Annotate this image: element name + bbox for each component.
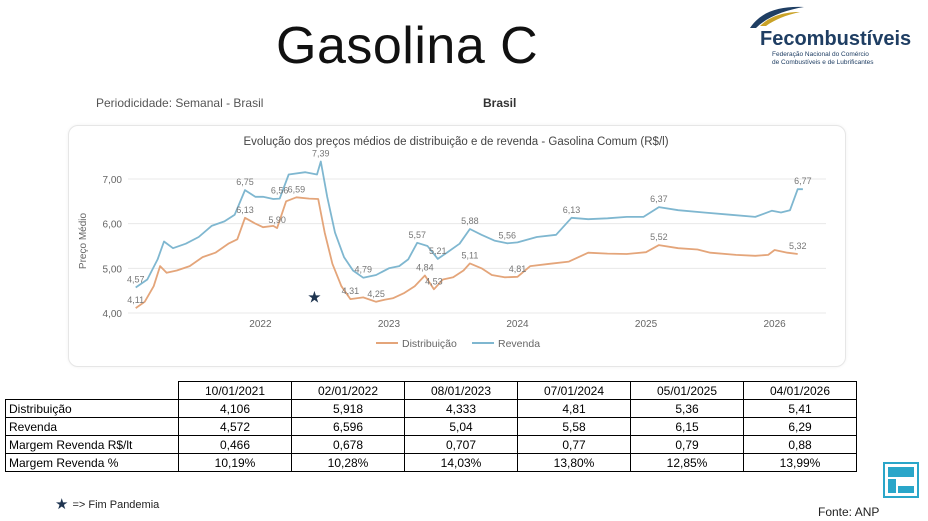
table-row: Revenda 4,572 6,596 5,04 5,58 6,15 6,29 [5,417,857,436]
star-icon: ★ [55,496,69,513]
data-label: 4,84 [416,262,434,272]
data-label: 6,13 [236,205,254,215]
row-label: Margem Revenda % [5,453,179,472]
data-label: 4,57 [127,275,145,285]
data-label: 5,88 [461,216,479,226]
page-title: Gasolina C [276,17,539,75]
source-label: Fonte: ANP [818,505,880,519]
series-line-distribuicao [135,196,798,309]
data-label: 6,77 [794,176,812,186]
table-row: Distribuição 4,106 5,918 4,333 4,81 5,36… [5,399,857,418]
data-label: 6,56 [271,186,289,196]
table-cell: 4,81 [517,399,631,418]
y-tick-label: 5,00 [103,264,123,275]
table-cell: 13,80% [517,453,631,472]
table-cell: 0,466 [178,435,292,454]
legend-label: Distribuição [402,338,457,350]
data-label: 7,39 [312,149,330,159]
corner-logo-icon [883,462,919,498]
data-label: 6,13 [563,205,581,215]
row-label: Margem Revenda R$/lt [5,435,179,454]
region-label: Brasil [483,96,517,110]
table-cell: 0,77 [517,435,631,454]
price-chart: Evolução dos preços médios de distribuiç… [78,136,826,350]
table-cell: 12,85% [630,453,744,472]
table-cell: 4,106 [178,399,292,418]
footnote-text: => Fim Pandemia [72,499,160,511]
data-label: 5,11 [462,250,479,260]
table-row: Margem Revenda % 10,19% 10,28% 14,03% 13… [5,453,857,472]
data-label: 5,21 [429,246,447,256]
data-label: 4,11 [127,295,144,305]
table-cell: 14,03% [404,453,518,472]
table-col-header: 05/01/2025 [630,381,744,400]
data-label: 4,31 [342,286,360,296]
logo-wordmark: Fecombustíveis [760,28,912,50]
y-tick-label: 4,00 [103,309,123,320]
table-cell: 13,99% [743,453,857,472]
table-col-header: 07/01/2024 [517,381,631,400]
table-cell: 6,29 [743,417,857,436]
data-label: 5,32 [789,241,807,251]
fecombustiveis-logo: Fecombustíveis Federação Nacional do Com… [742,4,924,68]
data-label: 4,79 [354,265,372,275]
x-tick-label: 2022 [249,319,272,330]
legend-label: Revenda [498,338,540,350]
table-cell: 5,36 [630,399,744,418]
table-cell: 4,333 [404,399,518,418]
logo-swoosh-icon [750,6,804,28]
star-marker-icon: ★ [307,287,321,306]
table-cell: 6,596 [291,417,405,436]
table-col-header: 08/01/2023 [404,381,518,400]
periodicity-label: Periodicidade: Semanal - Brasil [96,96,264,110]
footnote: ★ => Fim Pandemia [55,495,159,513]
logo-subtitle-line1: Federação Nacional do Comércio [772,51,869,58]
table-cell: 5,918 [291,399,405,418]
table-cell: 5,04 [404,417,518,436]
data-label: 5,90 [268,215,286,225]
data-label: 6,75 [236,177,254,187]
data-label: 5,52 [650,232,668,242]
table-col-header: 04/01/2026 [743,381,857,400]
table-cell: 10,19% [178,453,292,472]
data-label: 4,25 [367,289,385,299]
x-tick-label: 2023 [378,319,401,330]
table-cell: 0,79 [630,435,744,454]
table-cell: 5,58 [517,417,631,436]
data-label: 6,37 [650,194,668,204]
table-col-header: 10/01/2021 [178,381,292,400]
table-cell: 0,707 [404,435,518,454]
chart-title: Evolução dos preços médios de distribuiç… [243,136,668,148]
table-cell: 6,15 [630,417,744,436]
data-label: 4,53 [425,276,443,286]
table-cell: 4,572 [178,417,292,436]
data-label: 5,56 [498,230,516,240]
x-tick-label: 2026 [763,319,786,330]
series-line-revenda [135,160,803,289]
table-header-row: 10/01/2021 02/01/2022 08/01/2023 07/01/2… [5,381,857,400]
price-table: 10/01/2021 02/01/2022 08/01/2023 07/01/2… [5,381,857,472]
x-tick-label: 2024 [506,319,529,330]
table-cell: 10,28% [291,453,405,472]
x-tick-label: 2025 [635,319,658,330]
y-tick-label: 7,00 [103,175,123,186]
row-label: Distribuição [5,399,179,418]
data-label: 6,59 [288,184,306,194]
table-cell: 0,678 [291,435,405,454]
table-corner [5,381,179,400]
logo-subtitle-line2: de Combustíveis e de Lubrificantes [772,59,874,66]
table-row: Margem Revenda R$/lt 0,466 0,678 0,707 0… [5,435,857,454]
table-cell: 0,88 [743,435,857,454]
data-label: 4,81 [509,264,527,274]
data-label: 5,57 [408,230,426,240]
row-label: Revenda [5,417,179,436]
table-col-header: 02/01/2022 [291,381,405,400]
y-tick-label: 6,00 [103,220,123,231]
table-cell: 5,41 [743,399,857,418]
y-axis-label: Preço Médio [78,212,89,269]
